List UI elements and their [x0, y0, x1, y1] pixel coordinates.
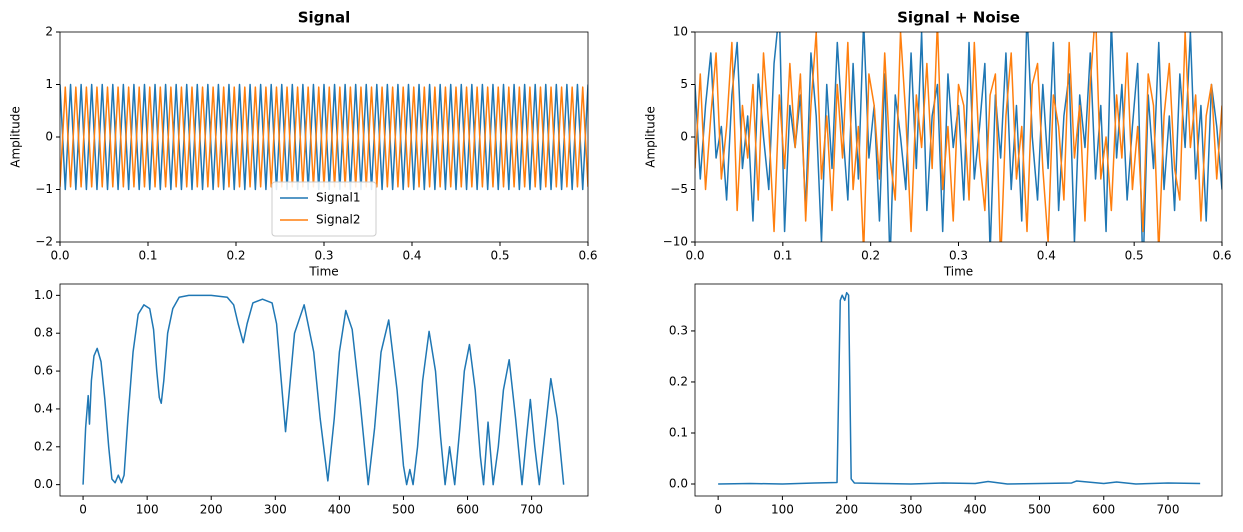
- legend-label: Signal2: [316, 213, 361, 227]
- y-tick-label: 1.0: [34, 288, 53, 302]
- legend-box: [271, 181, 377, 237]
- axes-frame: [694, 31, 1223, 243]
- subplot: 0.0 0.1 0.2 0.3 0.4 0.5 0.6 −10 −5 0 5 10 Signal + N…: [644, 9, 1232, 279]
- x-tick-label: 700: [1157, 503, 1180, 517]
- x-tick-label: 0.4: [1037, 249, 1056, 263]
- x-tick-label: 0.2: [861, 249, 880, 263]
- axes-frame: [694, 283, 1223, 497]
- x-tick-label: 0.1: [773, 249, 792, 263]
- y-tick-label: 0.8: [34, 326, 53, 340]
- y-tick-label: 0.1: [669, 425, 688, 439]
- axes-frame: [59, 31, 589, 243]
- axes-frame: [59, 283, 589, 497]
- x-tick-label: 100: [771, 503, 794, 517]
- y-tick-label: 5: [680, 77, 688, 91]
- x-tick-label: 200: [200, 503, 223, 517]
- x-tick-label: 0.4: [402, 249, 421, 263]
- x-tick-label: 0.6: [578, 249, 597, 263]
- x-axis-label: Time: [308, 265, 338, 279]
- x-tick-label: 0.3: [314, 249, 333, 263]
- series-line: [718, 291, 1201, 485]
- y-tick-label: 10: [673, 25, 688, 39]
- x-tick-label: 100: [136, 503, 159, 517]
- y-tick-label: −2: [35, 235, 53, 249]
- y-tick-label: 0: [680, 130, 688, 144]
- y-tick-label: 0.3: [669, 323, 688, 337]
- y-tick-label: 0: [45, 130, 53, 144]
- x-tick-label: 400: [964, 503, 987, 517]
- y-tick-label: −10: [663, 235, 688, 249]
- x-tick-label: 500: [392, 503, 415, 517]
- x-tick-label: 300: [899, 503, 922, 517]
- x-tick-label: 0.2: [226, 249, 245, 263]
- x-tick-label: 600: [1092, 503, 1115, 517]
- x-tick-label: 0.5: [490, 249, 509, 263]
- x-tick-label: 400: [328, 503, 351, 517]
- x-tick-label: 0: [79, 503, 87, 517]
- y-tick-label: 0.2: [669, 374, 688, 388]
- x-tick-label: 0.6: [1212, 249, 1231, 263]
- y-tick-label: −1: [35, 182, 53, 196]
- series-line: [695, 32, 1222, 242]
- y-axis-label: Amplitude: [9, 106, 23, 168]
- x-tick-label: 0.3: [949, 249, 968, 263]
- subplot: 0 100 200 300 400 500 600 700 0.0 0.2 0.4 0.6 0.8 1.0: [34, 283, 589, 517]
- x-axis-label: Time: [943, 265, 973, 279]
- x-tick-label: 500: [1028, 503, 1051, 517]
- series-line: [82, 294, 565, 486]
- x-tick-label: 700: [520, 503, 543, 517]
- subplot-title: Signal + Noise: [897, 9, 1020, 27]
- y-tick-label: 0.6: [34, 364, 53, 378]
- legend: Signal1 Signal2: [271, 181, 377, 237]
- series-line: [60, 86, 588, 188]
- y-tick-label: 0.0: [669, 477, 688, 491]
- x-tick-label: 300: [264, 503, 287, 517]
- y-tick-label: 0.2: [34, 439, 53, 453]
- y-tick-label: 1: [45, 77, 53, 91]
- x-tick-label: 200: [835, 503, 858, 517]
- y-axis-label: Amplitude: [644, 106, 658, 168]
- x-tick-label: 0.0: [50, 249, 69, 263]
- x-tick-label: 0.5: [1125, 249, 1144, 263]
- y-tick-label: 0.0: [34, 477, 53, 491]
- x-tick-label: 0.1: [138, 249, 157, 263]
- y-tick-label: 2: [45, 25, 53, 39]
- y-tick-label: 0.4: [34, 401, 53, 415]
- subplot-title: Signal: [298, 9, 351, 27]
- legend-label: Signal1: [316, 191, 361, 205]
- subplot: 0.0 0.1 0.2 0.3 0.4 0.5 0.6 −2 −1 0 1 2 Signal Time Am…: [9, 9, 598, 279]
- series-line: [60, 83, 588, 191]
- x-tick-label: 0.0: [685, 249, 704, 263]
- subplot: 0 100 200 300 400 500 600 700 0.0 0.1 0.2 0.3: [669, 283, 1223, 517]
- x-tick-label: 600: [456, 503, 479, 517]
- series-line: [695, 32, 1222, 242]
- y-tick-label: −5: [670, 182, 688, 196]
- x-tick-label: 0: [714, 503, 722, 517]
